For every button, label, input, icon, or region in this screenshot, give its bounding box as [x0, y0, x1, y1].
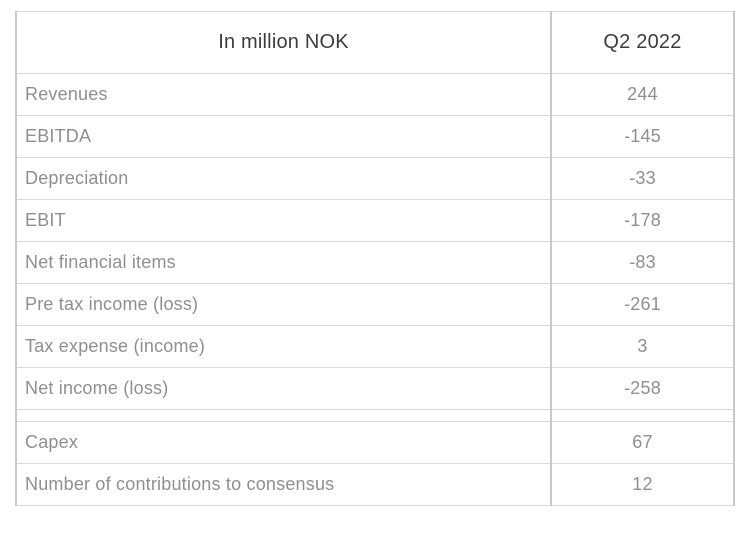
table-row: Revenues 244: [15, 73, 735, 116]
row-label: Capex: [15, 421, 552, 464]
table-row: Net income (loss) -258: [15, 367, 735, 410]
row-value: -261: [550, 283, 735, 326]
row-label: Pre tax income (loss): [15, 283, 552, 326]
table-row: Depreciation -33: [15, 157, 735, 200]
table-row: Pre tax income (loss) -261: [15, 283, 735, 326]
column-header-metric: In million NOK: [15, 11, 552, 74]
row-label: EBIT: [15, 199, 552, 242]
table-row: Capex 67: [15, 421, 735, 464]
row-label: Depreciation: [15, 157, 552, 200]
table-body: Revenues 244 EBITDA -145 Depreciation -33 EBIT…: [15, 73, 735, 506]
row-value: -83: [550, 241, 735, 284]
financial-consensus-table: In million NOK Q2 2022 Revenues 244 EBITDA…: [15, 11, 735, 506]
table-header-row: In million NOK Q2 2022: [15, 11, 735, 74]
table-row: Number of contributions to consensus 12: [15, 463, 735, 506]
row-value: -145: [550, 115, 735, 158]
row-label: Revenues: [15, 73, 552, 116]
spacer-cell: [15, 409, 552, 422]
row-label: Tax expense (income): [15, 325, 552, 368]
row-label: Number of contributions to consensus: [15, 463, 552, 506]
row-value: 244: [550, 73, 735, 116]
row-value: -33: [550, 157, 735, 200]
row-value: 67: [550, 421, 735, 464]
table-row: Net financial items -83: [15, 241, 735, 284]
row-value: 12: [550, 463, 735, 506]
spacer-row: [15, 409, 735, 422]
row-value: -178: [550, 199, 735, 242]
row-label: Net income (loss): [15, 367, 552, 410]
column-header-period: Q2 2022: [550, 11, 735, 74]
table-row: EBITDA -145: [15, 115, 735, 158]
table-row: Tax expense (income) 3: [15, 325, 735, 368]
row-value: -258: [550, 367, 735, 410]
row-label: EBITDA: [15, 115, 552, 158]
table-row: EBIT -178: [15, 199, 735, 242]
row-value: 3: [550, 325, 735, 368]
spacer-cell: [550, 409, 735, 422]
row-label: Net financial items: [15, 241, 552, 284]
